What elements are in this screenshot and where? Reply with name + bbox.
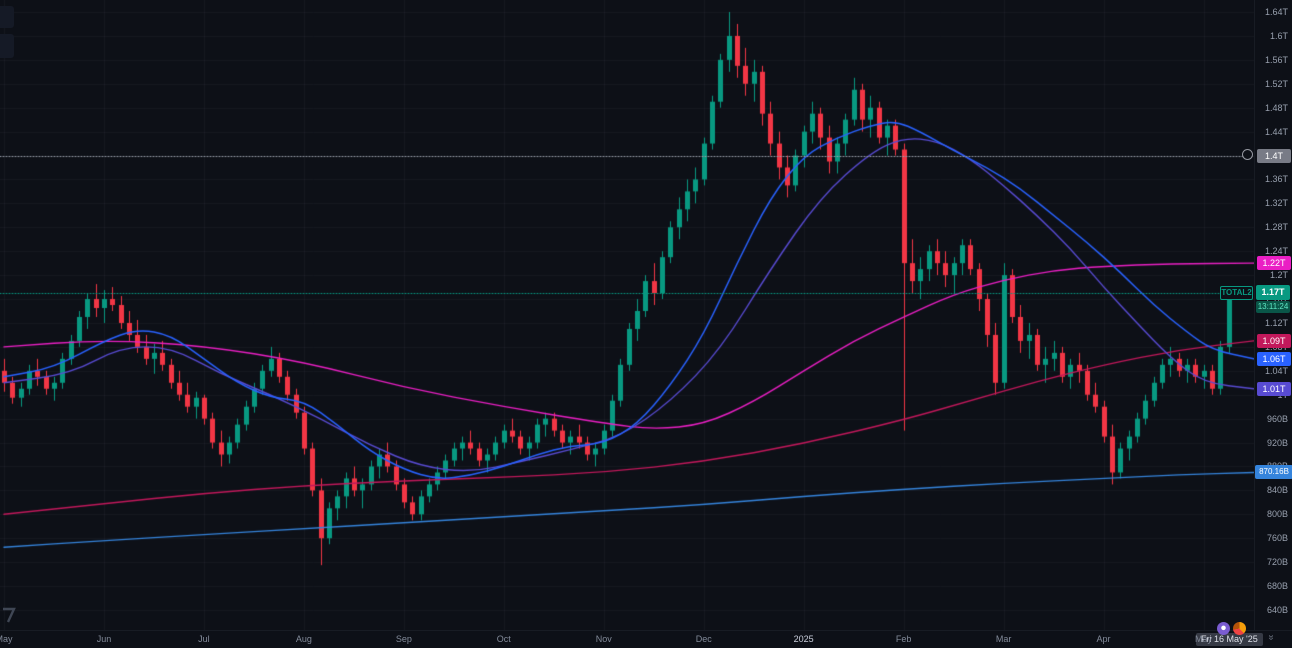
price-tick: 1.2T [1269,270,1288,281]
price-tick: 1.32T [1264,198,1288,209]
price-tick: 1.64T [1264,7,1288,17]
current-date-badge: Fri 16 May '25 [1196,633,1263,646]
symbol-label: TOTAL2 [1220,286,1253,301]
price-tick: 640B [1266,605,1288,615]
time-tick: Sep [395,634,412,644]
watermark-logo [3,607,16,623]
ma-violet-price-label: 1.01T [1257,381,1291,396]
time-tick: Apr [1096,634,1111,644]
time-tick: Dec [695,634,712,644]
time-tick: Mar [995,634,1012,644]
ma-blue-price-label: 1.06T [1257,351,1291,366]
bar-countdown: 13:11:24 [1256,301,1290,314]
price-tick: 1.56T [1264,54,1288,65]
ma-pink-price-label: 1.22T [1257,256,1291,271]
price-tick: 1.6T [1269,30,1288,41]
price-tick: 960B [1266,413,1288,424]
candlestick-chart-canvas[interactable] [0,0,1254,630]
current-price-badge: 1.17T [1256,285,1290,301]
price-tick: 1.44T [1264,126,1288,137]
time-tick: May [0,634,13,644]
price-tick: 800B [1266,509,1288,520]
time-tick: May [1195,634,1213,644]
time-tick: Feb [895,634,912,644]
price-tick: 920B [1266,437,1288,448]
time-tick: Oct [496,634,511,644]
hline-price-label: 1.4T [1257,148,1291,163]
time-tick: Jul [198,634,210,644]
floating-avatar-icon-2[interactable] [1233,622,1246,635]
price-tick: 720B [1266,557,1288,568]
toolbar-fragment-2[interactable] [0,34,14,58]
price-tick: 1.24T [1264,246,1288,257]
time-tick: Aug [295,634,312,644]
price-tick: 760B [1266,533,1288,544]
time-axis[interactable]: Fri 16 May '25 May Jun Jul Aug Sep Oct Nov Dec 2… [0,630,1292,648]
ma-pink-slow-price-label: 1.09T [1257,333,1291,348]
price-axis[interactable]: 1.64T 1.6T 1.56T 1.52T 1.48T 1.44T 1.4T 1.36T 1.… [1254,0,1292,630]
toolbar-fragment-1[interactable] [0,6,14,28]
ma-lightblue-price-label: 870.16B [1255,465,1292,480]
price-tick: 1.12T [1264,317,1288,328]
price-tick: 1.28T [1264,222,1288,233]
price-tick: 1.52T [1264,78,1288,89]
axis-expand-icon[interactable]: » [1265,634,1277,641]
time-tick: Jun [96,634,112,644]
horizontal-line-handle[interactable] [1242,148,1253,160]
floating-avatar-icon-1[interactable] [1217,622,1230,635]
time-tick: Nov [595,634,612,644]
price-tick: 1.04T [1264,365,1288,376]
price-tick: 1.48T [1264,102,1288,113]
time-tick: 2025 [793,634,814,644]
price-tick: 840B [1266,485,1288,496]
price-tick: 1.36T [1264,174,1288,185]
price-tick: 680B [1266,581,1288,592]
